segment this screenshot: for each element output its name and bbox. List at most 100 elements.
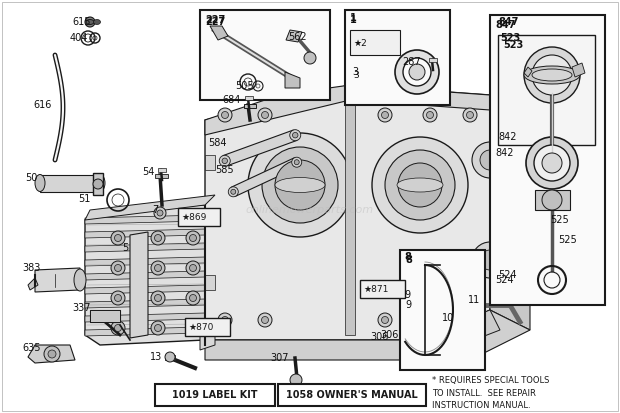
Polygon shape: [158, 168, 166, 172]
Polygon shape: [165, 355, 175, 360]
Polygon shape: [524, 67, 532, 77]
Polygon shape: [28, 345, 75, 363]
Circle shape: [262, 112, 268, 119]
Circle shape: [151, 291, 165, 305]
Text: 1019 LABEL KIT: 1019 LABEL KIT: [172, 390, 258, 400]
Polygon shape: [231, 158, 299, 196]
Circle shape: [480, 250, 500, 270]
Text: * REQUIRES SPECIAL TOOLS
TO INSTALL.  SEE REPAIR
INSTRUCTION MANUAL.: * REQUIRES SPECIAL TOOLS TO INSTALL. SEE…: [432, 376, 549, 410]
Circle shape: [111, 321, 125, 335]
Polygon shape: [345, 95, 355, 335]
Polygon shape: [205, 85, 490, 135]
Circle shape: [403, 58, 431, 86]
Text: 337: 337: [72, 303, 91, 313]
Polygon shape: [35, 268, 80, 292]
Polygon shape: [285, 72, 300, 88]
Text: 13: 13: [150, 352, 162, 362]
Ellipse shape: [524, 66, 580, 84]
Text: 616: 616: [33, 100, 51, 110]
Text: 306: 306: [380, 330, 399, 340]
Circle shape: [115, 325, 122, 332]
Circle shape: [480, 150, 500, 170]
Circle shape: [154, 325, 161, 332]
Polygon shape: [85, 195, 215, 220]
Circle shape: [218, 313, 232, 327]
Text: 523: 523: [503, 40, 523, 50]
Bar: [360, 280, 405, 298]
Circle shape: [218, 108, 232, 122]
Text: 3: 3: [352, 67, 358, 77]
Circle shape: [44, 346, 60, 362]
Polygon shape: [244, 104, 256, 108]
Bar: [400, 250, 485, 370]
Text: 51: 51: [78, 194, 91, 204]
Circle shape: [526, 137, 578, 189]
Bar: [345, 10, 450, 105]
Text: 8: 8: [404, 252, 411, 262]
Circle shape: [455, 315, 461, 321]
Circle shape: [85, 17, 95, 27]
Circle shape: [221, 316, 229, 323]
Circle shape: [111, 231, 125, 245]
Text: 8: 8: [405, 255, 412, 265]
Circle shape: [48, 350, 56, 358]
Circle shape: [427, 112, 433, 119]
Circle shape: [165, 352, 175, 362]
Polygon shape: [490, 95, 530, 330]
Ellipse shape: [94, 19, 100, 24]
Circle shape: [456, 316, 464, 323]
Polygon shape: [245, 96, 253, 100]
Text: 524: 524: [498, 270, 516, 280]
Circle shape: [294, 160, 299, 165]
Text: onlinemowerparts.com: onlinemowerparts.com: [246, 205, 374, 215]
Polygon shape: [286, 30, 302, 42]
Ellipse shape: [35, 175, 45, 192]
Circle shape: [292, 157, 302, 167]
Circle shape: [154, 235, 161, 242]
Text: 1: 1: [350, 15, 356, 25]
Text: 9: 9: [404, 290, 410, 300]
Ellipse shape: [275, 178, 325, 192]
Text: 525: 525: [558, 235, 577, 245]
Ellipse shape: [397, 178, 443, 192]
Ellipse shape: [95, 175, 105, 192]
Text: 1: 1: [350, 13, 356, 23]
Ellipse shape: [86, 19, 94, 24]
Polygon shape: [85, 243, 205, 252]
Circle shape: [453, 313, 467, 327]
Text: ★869: ★869: [181, 213, 206, 221]
Polygon shape: [425, 310, 500, 355]
Polygon shape: [85, 215, 205, 224]
Circle shape: [190, 294, 197, 301]
Circle shape: [228, 187, 238, 197]
Bar: [200, 10, 330, 100]
Polygon shape: [40, 175, 100, 192]
Bar: [278, 384, 426, 406]
Circle shape: [262, 147, 338, 223]
Polygon shape: [428, 62, 440, 67]
Text: 525: 525: [550, 215, 569, 225]
Text: 842: 842: [495, 148, 513, 158]
Circle shape: [111, 261, 125, 275]
Text: 11: 11: [468, 295, 481, 305]
Polygon shape: [85, 313, 205, 322]
Text: ★2: ★2: [353, 38, 367, 47]
Text: 3: 3: [353, 71, 359, 79]
Polygon shape: [205, 310, 530, 360]
Ellipse shape: [74, 269, 86, 291]
Circle shape: [258, 108, 272, 122]
Circle shape: [381, 112, 389, 119]
Circle shape: [190, 235, 197, 242]
Text: 523: 523: [500, 33, 520, 43]
Bar: [178, 208, 220, 226]
Bar: [155, 384, 275, 406]
Polygon shape: [210, 26, 228, 40]
Circle shape: [186, 231, 200, 245]
Polygon shape: [85, 327, 205, 336]
Circle shape: [186, 261, 200, 275]
Circle shape: [190, 264, 197, 271]
Text: 847: 847: [495, 20, 515, 30]
Circle shape: [154, 264, 161, 271]
Text: 5: 5: [122, 243, 128, 253]
Polygon shape: [90, 310, 120, 322]
